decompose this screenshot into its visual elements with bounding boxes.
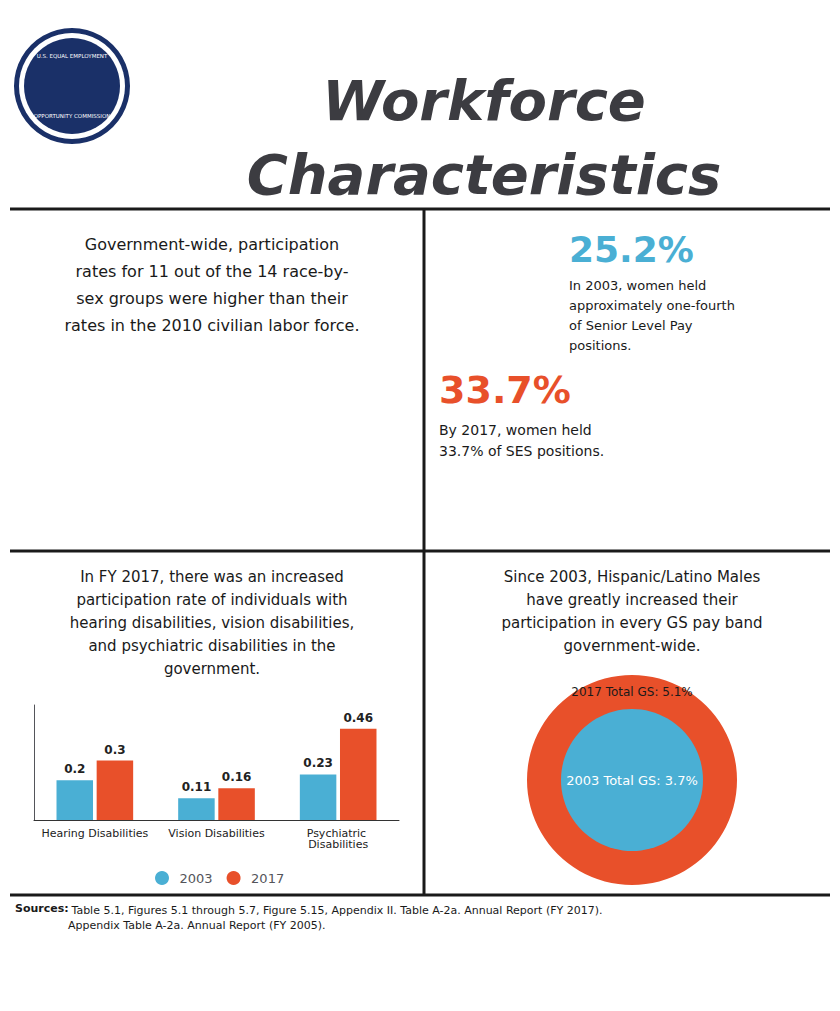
svg-text:2003 Total GS: 3.7%: 2003 Total GS: 3.7%	[566, 773, 698, 788]
svg-text:In FY 2017, there was an incre: In FY 2017, there was an increased	[80, 568, 344, 586]
svg-text:positions.: positions.	[569, 338, 631, 353]
svg-text:Appendix Table A-2a. Annual Re: Appendix Table A-2a. Annual Report (FY 2…	[68, 919, 326, 932]
svg-text:government.: government.	[164, 660, 260, 678]
svg-text:and psychiatric disabilities i: and psychiatric disabilities in the	[88, 637, 335, 655]
svg-text:2017 Total GS: 5.1%: 2017 Total GS: 5.1%	[571, 685, 692, 699]
svg-text:OPPORTUNITY COMMISSION: OPPORTUNITY COMMISSION	[34, 113, 111, 119]
svg-text:have greatly increased their: have greatly increased their	[526, 591, 738, 609]
svg-text:Since 2003, Hispanic/Latino Ma: Since 2003, Hispanic/Latino Males	[504, 568, 761, 586]
svg-text:0.11: 0.11	[182, 780, 212, 794]
svg-text:Hearing Disabilities: Hearing Disabilities	[41, 827, 148, 840]
svg-text:Workforce: Workforce	[322, 68, 646, 133]
svg-text:Government-wide, participation: Government-wide, participation	[85, 235, 339, 254]
svg-text:participation rate of individu: participation rate of individuals with	[76, 591, 347, 609]
svg-text:25.2%: 25.2%	[569, 229, 694, 270]
svg-text:U.S. EQUAL EMPLOYMENT: U.S. EQUAL EMPLOYMENT	[37, 53, 108, 59]
svg-text:2017: 2017	[251, 871, 284, 886]
svg-text:of Senior Level Pay: of Senior Level Pay	[569, 318, 693, 333]
svg-text:2003: 2003	[180, 871, 213, 886]
svg-text:0.46: 0.46	[343, 711, 373, 725]
svg-text:0.16: 0.16	[222, 770, 252, 784]
svg-text:Characteristics: Characteristics	[247, 142, 722, 207]
svg-text:participation in every GS pay: participation in every GS pay band	[501, 614, 762, 632]
svg-text:rates for 11 out of the 14 rac: rates for 11 out of the 14 race-by-	[76, 262, 349, 281]
svg-text:0.2: 0.2	[64, 762, 85, 776]
svg-text:rates in the 2010 civilian lab: rates in the 2010 civilian labor force.	[64, 316, 359, 335]
svg-text:Vision Disabilities: Vision Disabilities	[168, 827, 265, 840]
svg-text:approximately one-fourth: approximately one-fourth	[569, 298, 735, 313]
svg-text:Sources:: Sources:	[15, 902, 69, 915]
svg-text:Disabilities: Disabilities	[308, 838, 368, 851]
svg-text:sex groups were higher than th: sex groups were higher than their	[76, 289, 348, 308]
svg-text:Table 5.1, Figures 5.1 through: Table 5.1, Figures 5.1 through 5.7, Figu…	[68, 904, 603, 917]
svg-text:In 2003, women held: In 2003, women held	[569, 278, 706, 293]
svg-text:0.3: 0.3	[104, 743, 125, 757]
svg-text:government-wide.: government-wide.	[564, 637, 701, 655]
svg-text:33.7% of SES positions.: 33.7% of SES positions.	[439, 443, 604, 459]
svg-text:33.7%: 33.7%	[439, 368, 571, 412]
svg-text:Psychiatric: Psychiatric	[306, 827, 370, 840]
svg-text:0.23: 0.23	[303, 756, 333, 770]
svg-text:hearing disabilities, vision d: hearing disabilities, vision disabilitie…	[70, 614, 354, 632]
svg-text:By 2017, women held: By 2017, women held	[439, 422, 592, 438]
